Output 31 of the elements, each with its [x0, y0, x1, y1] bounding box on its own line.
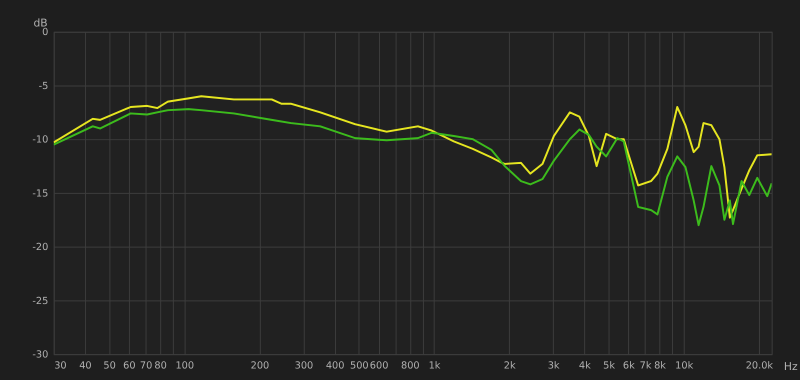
x-tick-label: 300	[294, 360, 314, 372]
x-tick-label: 80	[154, 360, 167, 372]
x-tick-label: 8k	[654, 360, 666, 372]
x-tick-label: 50	[103, 360, 116, 372]
x-tick-label: 600	[370, 360, 388, 372]
x-tick-label: 40	[79, 360, 92, 372]
x-tick-label: 5k	[603, 360, 616, 372]
x-tick-label: 60	[123, 360, 136, 372]
x-tick-label: 20.0k	[746, 360, 774, 372]
x-tick-label: 2k	[504, 360, 516, 372]
y-tick-label: -30	[32, 350, 48, 361]
x-tick-label: 6k	[622, 360, 636, 372]
x-tick-label: 100	[175, 360, 194, 372]
x-tick-label: 200	[250, 360, 270, 372]
x-tick-label: 10k	[675, 360, 694, 372]
x-axis-title: Hz	[784, 360, 798, 374]
y-tick-label: 0	[42, 27, 48, 38]
x-tick-label: 70	[140, 360, 152, 372]
y-tick-label: -5	[38, 80, 48, 92]
x-tick-label: 3k	[548, 360, 560, 372]
y-tick-label: -20	[32, 242, 48, 254]
x-tick-label: 800	[400, 360, 420, 372]
x-tick-label: 1k	[428, 360, 441, 372]
x-tick-label: 30	[54, 360, 67, 372]
y-tick-label: -25	[32, 296, 48, 307]
y-tick-label: -15	[32, 188, 48, 200]
x-tick-label: 400	[326, 360, 344, 372]
x-tick-label: 4k	[578, 360, 592, 372]
x-tick-label: 7k	[640, 360, 652, 372]
y-tick-label: -10	[32, 134, 48, 146]
x-tick-label: 500	[350, 360, 369, 372]
